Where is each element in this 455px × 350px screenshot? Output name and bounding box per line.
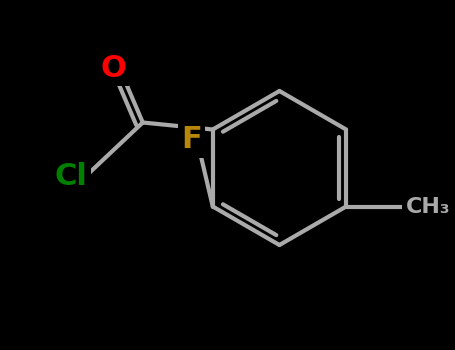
Text: CH₃: CH₃	[406, 196, 451, 217]
Text: Cl: Cl	[55, 162, 87, 191]
Text: F: F	[182, 126, 202, 154]
Text: O: O	[100, 54, 126, 83]
